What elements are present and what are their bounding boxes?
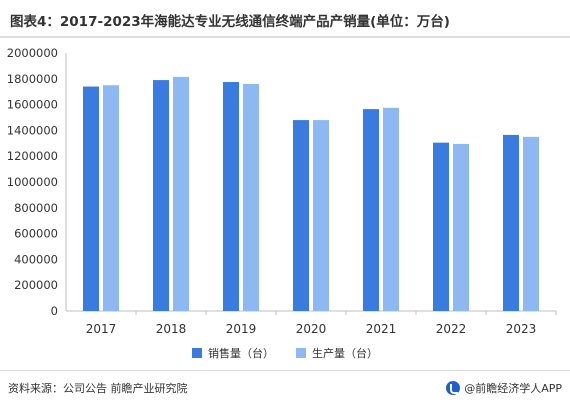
legend-item-sales: 销售量（台） [192, 345, 274, 361]
x-tick-label: 2023 [506, 322, 537, 336]
source-note: 资料来源：公司公告 前瞻产业研究院 [8, 382, 188, 395]
x-tick-label: 2022 [436, 322, 467, 336]
chart-legend: 销售量（台） 生产量（台） [0, 345, 570, 361]
y-tick-label: 1000000 [7, 175, 58, 189]
legend-label-production: 生产量（台） [312, 347, 378, 360]
y-tick-label: 0 [51, 304, 58, 318]
chart-title: 图表4：2017-2023年海能达专业无线通信终端产品产销量(单位：万台) [10, 14, 450, 30]
bar-sales [293, 120, 309, 311]
y-tick-label: 1600000 [7, 98, 58, 112]
bar-production [523, 136, 539, 311]
title-divider [0, 36, 570, 38]
bar-sales [153, 80, 169, 311]
bar-chart: 2000000180000016000001400000120000010000… [7, 46, 557, 336]
bar-sales [223, 82, 239, 312]
footer: 资料来源：公司公告 前瞻产业研究院 @前瞻经济学人APP [8, 380, 562, 396]
brand-logo-icon [446, 381, 461, 395]
bar-production [243, 83, 259, 312]
legend-swatch-sales [192, 348, 202, 358]
bar-production [453, 143, 469, 311]
y-tick-label: 2000000 [7, 46, 58, 60]
y-tick-label: 1200000 [7, 149, 58, 163]
bar-sales [83, 86, 99, 311]
y-tick-label: 800000 [14, 201, 58, 215]
brand-label: @前瞻经济学人APP [464, 382, 562, 395]
bar-sales [363, 109, 379, 312]
bar-sales [433, 142, 449, 311]
bar-production [313, 120, 329, 311]
y-tick-label: 400000 [14, 252, 58, 266]
y-tick-label: 1800000 [7, 72, 58, 86]
brand: @前瞻经济学人APP [446, 380, 562, 396]
bar-production [173, 76, 189, 311]
bar-sales [503, 134, 519, 311]
legend-item-production: 生产量（台） [296, 345, 378, 361]
bar-production [103, 85, 119, 311]
y-tick-label: 1400000 [7, 123, 58, 137]
x-tick-label: 2017 [86, 322, 117, 336]
y-tick-label: 600000 [14, 227, 58, 241]
y-tick-label: 200000 [14, 278, 58, 292]
x-tick-label: 2020 [296, 322, 327, 336]
bar-production [383, 107, 399, 311]
footer-divider [0, 370, 570, 371]
x-tick-label: 2019 [226, 322, 257, 336]
legend-swatch-production [296, 348, 306, 358]
x-tick-label: 2021 [366, 322, 397, 336]
x-tick-label: 2018 [156, 322, 187, 336]
legend-label-sales: 销售量（台） [208, 347, 274, 360]
